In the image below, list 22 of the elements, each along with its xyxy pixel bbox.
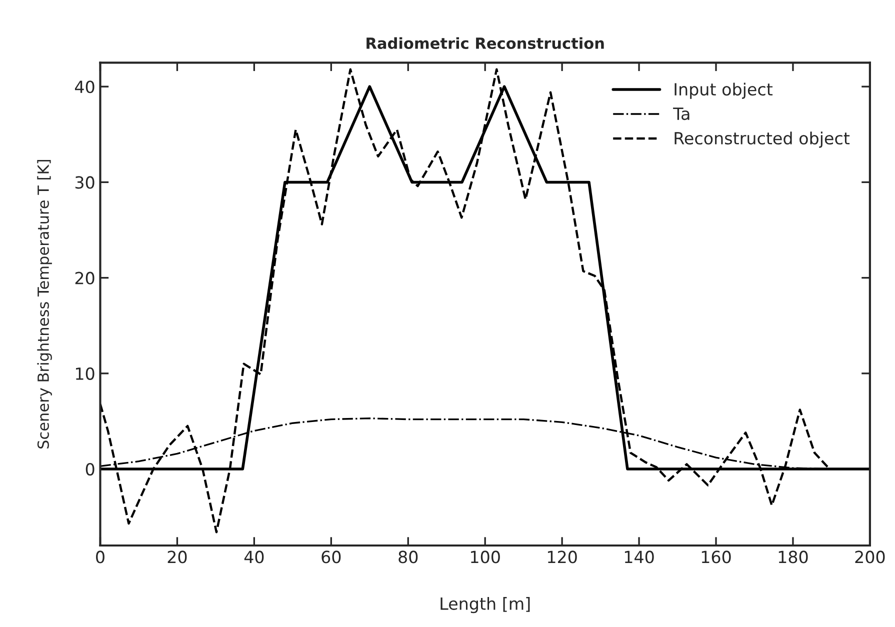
y-tick-label: 20: [75, 272, 94, 284]
x-tick-label: 0: [96, 550, 104, 564]
y-tick-label: 30: [75, 176, 94, 189]
legend-label: Ta: [673, 108, 690, 120]
y-tick-label: 40: [74, 80, 94, 94]
x-tick-label: 40: [244, 550, 264, 564]
y-axis-title: Scenery Brightness Temperature T [K]: [37, 160, 52, 448]
x-tick-label: 160: [702, 550, 731, 564]
x-tick-label: 200: [855, 550, 885, 564]
x-tick-label: 180: [778, 550, 808, 564]
chart-title: Radiometric Reconstruction: [366, 37, 604, 50]
x-tick-label: 100: [471, 550, 500, 564]
x-tick-label: 20: [168, 550, 187, 564]
x-tick-label: 60: [322, 550, 341, 564]
x-axis-title: Length [m]: [440, 597, 530, 614]
legend-label: Input object: [674, 82, 773, 99]
x-tick-label: 140: [624, 550, 654, 564]
y-tick-label: 10: [76, 367, 94, 380]
x-tick-label: 120: [548, 550, 577, 564]
y-tick-label: 0: [86, 462, 94, 476]
x-tick-label: 80: [398, 550, 418, 564]
legend-label: Reconstructed object: [674, 132, 850, 148]
